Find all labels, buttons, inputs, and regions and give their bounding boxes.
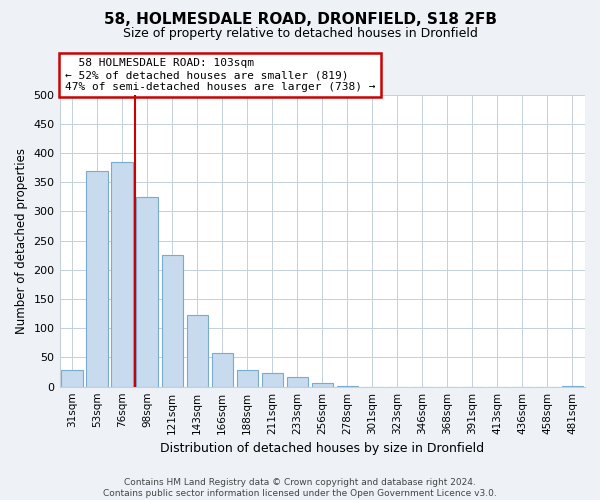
Bar (287, 376, 308, 386)
Text: Contains HM Land Registry data © Crown copyright and database right 2024.
Contai: Contains HM Land Registry data © Crown c… (103, 478, 497, 498)
Bar (86, 170, 108, 386)
Bar (136, 197, 158, 386)
Text: 58, HOLMESDALE ROAD, DRONFIELD, S18 2FB: 58, HOLMESDALE ROAD, DRONFIELD, S18 2FB (104, 12, 497, 28)
Bar (161, 255, 183, 386)
Bar (236, 370, 258, 386)
Bar (311, 383, 333, 386)
Text: 58 HOLMESDALE ROAD: 103sqm
← 52% of detached houses are smaller (819)
47% of sem: 58 HOLMESDALE ROAD: 103sqm ← 52% of deta… (65, 58, 375, 92)
Bar (61, 370, 83, 386)
Bar (212, 353, 233, 386)
Bar (262, 373, 283, 386)
Text: Size of property relative to detached houses in Dronfield: Size of property relative to detached ho… (122, 28, 478, 40)
Y-axis label: Number of detached properties: Number of detached properties (15, 148, 28, 334)
X-axis label: Distribution of detached houses by size in Dronfield: Distribution of detached houses by size … (160, 442, 484, 455)
Bar (112, 162, 133, 386)
Bar (187, 316, 208, 386)
